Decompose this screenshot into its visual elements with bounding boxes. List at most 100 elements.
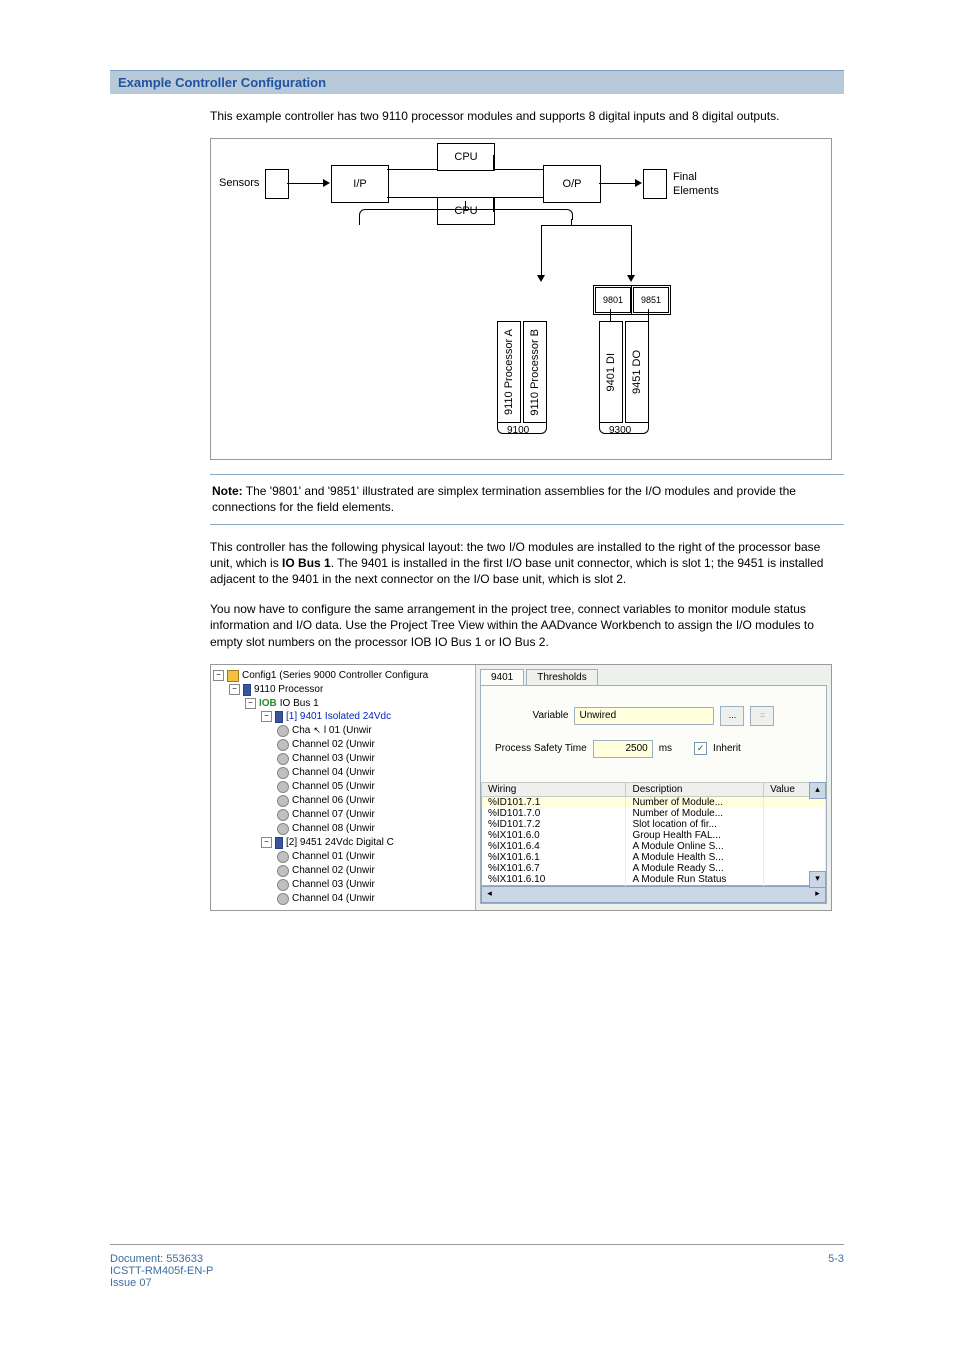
table-cell: %ID101.7.0 (482, 808, 626, 819)
variable-field[interactable]: Unwired (574, 707, 714, 725)
col-wiring[interactable]: Wiring (482, 782, 626, 796)
h-scrollbar[interactable]: ◂ ▸ (481, 886, 826, 903)
table-row[interactable]: %ID101.7.1Number of Module... (482, 796, 826, 808)
pst-field[interactable]: 2500 (593, 740, 653, 758)
tree-channels-2: Channel 01 (UnwirChannel 02 (UnwirChanne… (213, 850, 473, 906)
tree-module-1-label: [1] 9401 Isolated 24Vdc (286, 711, 391, 722)
arrow-icon (627, 275, 635, 282)
paragraph-3: You now have to configure the same arran… (210, 601, 844, 650)
tab-thresholds[interactable]: Thresholds (526, 669, 597, 685)
inherit-label: Inherit (713, 743, 741, 754)
scroll-left-icon[interactable]: ◂ (482, 887, 497, 902)
arrow-icon (323, 179, 330, 187)
line (493, 169, 543, 170)
label-9100: 9100 (507, 425, 529, 436)
system-diagram: Sensors I/P CPU CPU O/P Final Elements (210, 138, 832, 460)
tree-channel[interactable]: Channel 02 (Unwir (213, 738, 473, 752)
table-row[interactable]: %IX101.6.10A Module Run Status (482, 874, 826, 886)
table-cell: Slot location of fir... (626, 819, 764, 830)
line (541, 225, 631, 226)
scroll-right-icon[interactable]: ▸ (810, 887, 825, 902)
browse-button[interactable]: ... (720, 706, 744, 726)
line (287, 183, 325, 184)
table-cell: %IX101.6.4 (482, 841, 626, 852)
table-row[interactable]: %IX101.6.7A Module Ready S... (482, 863, 826, 874)
pst-row: Process Safety Time 2500 ms ✓ Inherit (495, 740, 812, 758)
scroll-down-icon[interactable]: ▾ (809, 871, 826, 888)
box-ip: I/P (331, 165, 389, 203)
page-number: 5-3 (828, 1253, 844, 1265)
table-cell (764, 819, 826, 830)
tab-9401[interactable]: 9401 (480, 669, 524, 685)
table-cell: A Module Online S... (626, 841, 764, 852)
tree-channel-label: Channel 08 (Unwir (292, 823, 375, 834)
tree-module-1[interactable]: − [1] 9401 Isolated 24Vdc (213, 710, 473, 724)
box-9801: 9801 (593, 285, 633, 315)
tree-channel-label: Cha (292, 725, 310, 736)
collapse-icon[interactable]: − (213, 670, 224, 681)
table-cell: %IX101.6.0 (482, 830, 626, 841)
iob-prefix: IOB (259, 698, 277, 709)
collapse-icon[interactable]: − (245, 698, 256, 709)
tree-module-2[interactable]: − [2] 9451 24Vdc Digital C (213, 836, 473, 850)
collapse-icon[interactable]: − (261, 711, 272, 722)
line (610, 309, 611, 321)
channel-icon (277, 809, 289, 821)
table-row[interactable]: %IX101.6.4A Module Online S... (482, 841, 826, 852)
tree-channel[interactable]: Channel 07 (Unwir (213, 808, 473, 822)
tree-channel[interactable]: Channel 04 (Unwir (213, 766, 473, 780)
paragraph-2b: IO Bus 1 (282, 556, 331, 570)
channel-icon (277, 753, 289, 765)
footer-issue: Issue 07 (110, 1277, 844, 1289)
tree-channel[interactable]: Channel 05 (Unwir (213, 780, 473, 794)
footer-code: ICSTT-RM405f-EN-P (110, 1265, 844, 1277)
table-cell: Number of Module... (626, 796, 764, 808)
table-row[interactable]: %IX101.6.1A Module Health S... (482, 852, 826, 863)
tree-channel-label: Channel 04 (Unwir (292, 893, 375, 904)
table-row[interactable]: %ID101.7.0Number of Module... (482, 808, 826, 819)
footer-rule (110, 1244, 844, 1245)
tab-bar: 9401 Thresholds (476, 665, 831, 685)
tree-iobus[interactable]: − IOB IO Bus 1 (213, 697, 473, 710)
scroll-up-icon[interactable]: ▴ (809, 782, 826, 799)
label-final: Final (673, 171, 697, 183)
table-cell: %IX101.6.1 (482, 852, 626, 863)
line (493, 197, 543, 198)
table-cell: Number of Module... (626, 808, 764, 819)
channel-icon (277, 781, 289, 793)
channel-icon (277, 823, 289, 835)
table-row[interactable]: %ID101.7.2Slot location of fir... (482, 819, 826, 830)
line (359, 219, 360, 225)
inherit-checkbox[interactable]: ✓ (694, 742, 707, 755)
tree-channel-label: Channel 01 (Unwir (292, 851, 375, 862)
table-cell: %ID101.7.1 (482, 796, 626, 808)
collapse-icon[interactable]: − (229, 684, 240, 695)
table-row[interactable]: %IX101.6.0Group Health FAL... (482, 830, 826, 841)
box-final-in (643, 169, 667, 199)
collapse-icon[interactable]: − (261, 837, 272, 848)
channel-icon (277, 879, 289, 891)
tree-channel-label: Channel 02 (Unwir (292, 739, 375, 750)
tree-channel[interactable]: Channel 03 (Unwir (213, 878, 473, 892)
tree-channel[interactable]: Channel 02 (Unwir (213, 864, 473, 878)
tree-channel[interactable]: Channel 03 (Unwir (213, 752, 473, 766)
line (387, 169, 437, 170)
tree-channel[interactable]: Channel 08 (Unwir (213, 822, 473, 836)
pst-unit: ms (659, 743, 672, 754)
table-cell: A Module Health S... (626, 852, 764, 863)
table-cell: Group Health FAL... (626, 830, 764, 841)
label-proc-b: 9110 Processor B (529, 329, 541, 416)
tree-channel[interactable]: Channel 06 (Unwir (213, 794, 473, 808)
arrow-icon (537, 275, 545, 282)
tree-channel[interactable]: Channel 01 (Unwir (213, 850, 473, 864)
tree-channel[interactable]: Channel 04 (Unwir (213, 892, 473, 906)
tree-channel[interactable]: Cha↖l 01 (Unwir (213, 724, 473, 738)
arrow-icon (635, 179, 642, 187)
tree-root[interactable]: − Config1 (Series 9000 Controller Config… (213, 669, 473, 683)
pst-label: Process Safety Time (495, 743, 587, 754)
paragraph-1: This example controller has two 9110 pro… (210, 108, 844, 124)
col-description[interactable]: Description (626, 782, 764, 796)
form-area: Variable Unwired ... = Process Safety Ti… (481, 686, 826, 782)
table-cell (764, 852, 826, 863)
tree-processor[interactable]: − 9110 Processor (213, 683, 473, 697)
